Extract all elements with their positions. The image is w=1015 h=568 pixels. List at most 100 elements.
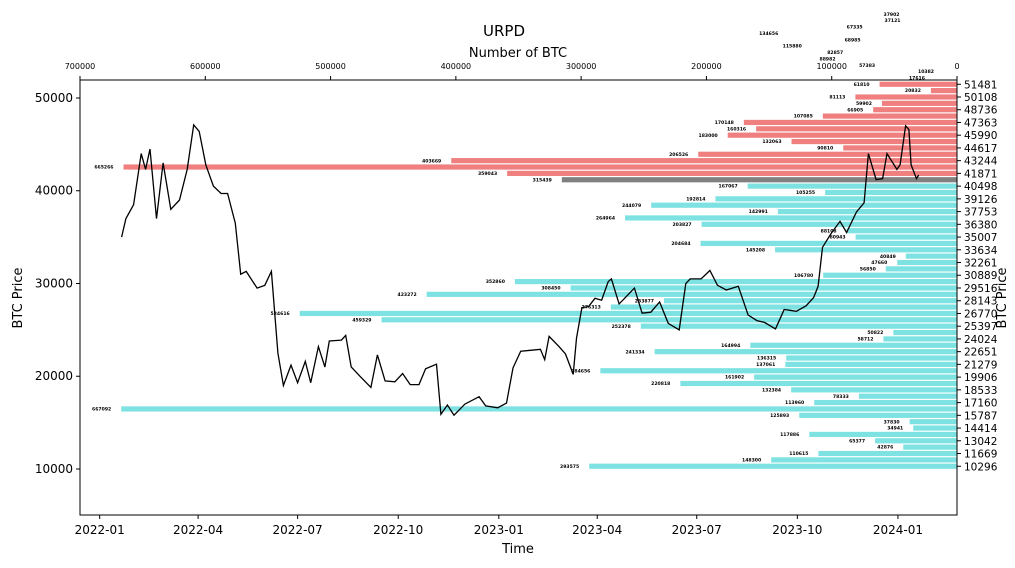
bar-below (610, 304, 957, 310)
bar-label: 10382 (918, 69, 934, 75)
bar-below (883, 336, 957, 342)
right-tick-label: 43244 (964, 156, 998, 168)
right-tick-label: 28143 (964, 296, 997, 308)
right-tick-label: 39126 (964, 194, 998, 206)
bar-above (855, 94, 957, 100)
bar-label: 47660 (871, 260, 887, 266)
bar-below (825, 189, 957, 196)
bar-label: 57383 (859, 63, 875, 69)
chart-title: URPD (483, 22, 525, 40)
bar-below (600, 368, 957, 374)
bar-below (785, 361, 957, 367)
bar-below (654, 349, 957, 355)
bar-label: 56850 (860, 266, 876, 272)
top-axis-label: Number of BTC (469, 46, 567, 61)
bar-label: 192814 (686, 196, 705, 202)
bar-label: 203827 (672, 222, 691, 228)
bar-label: 170148 (715, 120, 734, 126)
bar-label: 164994 (721, 343, 740, 349)
right-tick-label: 36380 (964, 219, 997, 231)
right-tick-label: 35007 (964, 232, 997, 244)
bar-label: 105255 (796, 190, 815, 196)
bar-above (930, 88, 957, 94)
right-tick-label: 30889 (964, 270, 997, 282)
right-tick-label: 19906 (964, 372, 998, 384)
bar-below (885, 266, 957, 272)
bar-label: 142991 (749, 209, 768, 215)
bar-at (561, 177, 957, 183)
bar-above (123, 164, 958, 170)
bar-above (873, 107, 957, 113)
bar-label: 206526 (669, 152, 688, 158)
bar-label: 359043 (478, 171, 497, 177)
bar-label: 241334 (625, 349, 644, 355)
bar-label: 293575 (560, 464, 579, 470)
bar-below (570, 285, 957, 291)
bar-below (855, 234, 957, 240)
bar-label: 37121 (885, 18, 901, 24)
bar-label: 252378 (612, 324, 631, 330)
bar-label: 65377 (849, 438, 865, 444)
bar-label: 80943 (830, 235, 846, 241)
right-tick-label: 11669 (964, 449, 997, 461)
right-tick-label: 13042 (964, 436, 997, 448)
right-tick-label: 14414 (964, 423, 998, 435)
bar-label: 81113 (829, 95, 845, 101)
right-tick-label: 18533 (964, 385, 997, 397)
bar-below (651, 202, 957, 208)
bar-above (822, 113, 957, 119)
right-tick-label: 32261 (964, 258, 997, 270)
top-tick-label: 600000 (190, 62, 221, 71)
bar-label: 667092 (92, 407, 111, 413)
bar-below (754, 374, 957, 380)
bar-label: 244079 (622, 203, 641, 209)
bar-label: 132384 (762, 387, 781, 393)
bar-below (747, 183, 957, 189)
bar-label: 17616 (909, 75, 925, 81)
bar-label: 88108 (821, 228, 837, 234)
bar-below (905, 253, 957, 259)
bar-label: 220818 (651, 381, 670, 387)
bar-below (299, 310, 958, 317)
top-tick-label: 200000 (691, 62, 722, 71)
bar-label: 107085 (794, 114, 813, 120)
bottom-tick-label: 2022-10 (373, 523, 423, 537)
bar-below (715, 196, 957, 202)
bar-label: 524616 (271, 311, 290, 317)
bar-above (791, 138, 957, 145)
bar-below (701, 221, 957, 227)
bar-label: 82857 (827, 50, 843, 56)
bar-label: 665266 (94, 165, 113, 171)
left-tick-label: 30000 (35, 276, 73, 290)
bar-below (814, 399, 957, 406)
bar-below (875, 438, 957, 444)
bar-above (879, 81, 957, 87)
bottom-tick-label: 2022-04 (173, 523, 223, 537)
bar-below (897, 259, 957, 266)
right-tick-label: 33634 (964, 245, 998, 257)
bar-label: 233877 (635, 298, 654, 304)
bar-below (858, 393, 957, 399)
bar-below (514, 279, 957, 285)
price-line-group (120, 123, 920, 417)
bottom-tick-label: 2023-07 (672, 523, 722, 537)
bar-label: 20832 (905, 88, 921, 94)
bar-below (823, 272, 957, 278)
top-tick-label: 0 (954, 62, 959, 71)
bar-below (589, 463, 957, 469)
bar-label: 58712 (857, 337, 873, 343)
bar-label: 145208 (746, 247, 765, 253)
bar-label: 42876 (877, 445, 893, 451)
right-tick-label: 50108 (964, 92, 997, 104)
bar-label: 423272 (398, 292, 417, 298)
right-tick-label: 17160 (964, 398, 997, 410)
bar-label: 183000 (699, 133, 718, 139)
bar-above (698, 151, 957, 157)
bar-label: 204684 (671, 241, 690, 247)
bar-below (775, 247, 957, 253)
bar-above (727, 132, 957, 138)
bottom-tick-label: 2022-01 (75, 523, 125, 537)
bar-label: 134656 (759, 31, 778, 37)
right-tick-label: 48736 (964, 105, 998, 117)
left-tick-label: 50000 (35, 91, 73, 105)
